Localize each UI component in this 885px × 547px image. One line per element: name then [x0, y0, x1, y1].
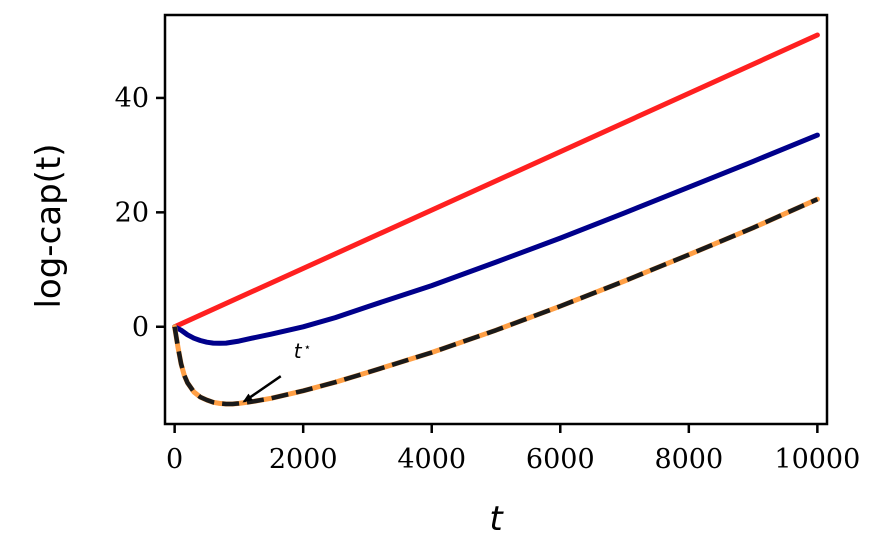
x-tick-label-2000: 2000: [269, 444, 338, 475]
series-line-3: [172, 196, 820, 407]
y-tick-label-0: 0: [132, 312, 149, 343]
y-tick-label-40: 40: [115, 83, 149, 114]
x-tick-label-10000: 10000: [774, 444, 860, 475]
series-layer: [172, 32, 820, 407]
tick-layer: 0 2000 4000 6000 8000 10000 0 20 40: [115, 83, 861, 475]
x-tick-label-6000: 6000: [526, 444, 595, 475]
annotation-layer: t ⋆: [242, 339, 311, 403]
x-tick-label-0: 0: [166, 444, 183, 475]
annotation-label: t ⋆: [294, 339, 311, 363]
x-axis-label: t: [489, 499, 504, 539]
plot-frame: [163, 13, 829, 426]
y-tick-label-20: 20: [115, 197, 149, 228]
series-line-2: [172, 132, 820, 346]
series-line-4: [172, 197, 819, 407]
y-axis-label: log-cap(t): [29, 143, 69, 308]
x-tick-label-4000: 4000: [397, 444, 466, 475]
x-tick-label-8000: 8000: [654, 444, 723, 475]
annotation-arrow: [242, 375, 282, 403]
series-line-1: [172, 32, 820, 330]
